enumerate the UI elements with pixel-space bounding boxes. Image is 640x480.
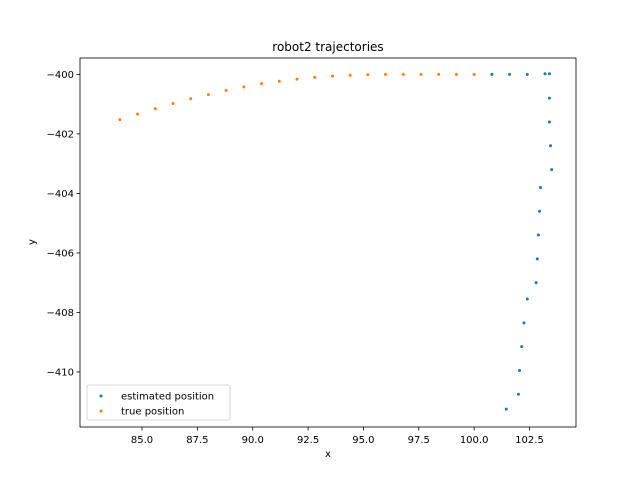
data-point-series-0 — [490, 72, 494, 76]
data-point-series-1 — [419, 72, 423, 76]
y-tick-label: −402 — [47, 129, 74, 140]
data-point-series-0 — [549, 144, 553, 148]
x-tick-label: 97.5 — [408, 435, 430, 446]
data-point-series-1 — [401, 72, 405, 76]
data-point-series-0 — [547, 120, 551, 124]
y-tick-label: −408 — [47, 308, 74, 319]
data-point-series-0 — [535, 257, 539, 261]
legend-box — [86, 384, 231, 421]
data-point-series-1 — [171, 102, 175, 106]
x-tick-label: 85.0 — [131, 435, 153, 446]
legend: estimated position true position — [86, 384, 231, 421]
data-point-series-1 — [189, 97, 193, 101]
legend-marker — [99, 409, 103, 413]
y-tick-label: −406 — [47, 248, 74, 259]
data-point-series-0 — [518, 368, 522, 372]
x-tick-label: 92.5 — [297, 435, 319, 446]
data-point-series-1 — [224, 88, 228, 92]
legend-marker — [99, 394, 103, 398]
data-point-series-1 — [313, 75, 317, 79]
y-axis: −410 −408 −406 −404 −402 −400 — [47, 70, 80, 378]
data-point-series-1 — [295, 77, 299, 81]
data-point-series-1 — [206, 93, 210, 97]
data-point-series-1 — [277, 79, 281, 83]
axes-frame — [79, 57, 577, 428]
data-point-series-1 — [330, 74, 334, 78]
data-point-series-0 — [508, 72, 512, 76]
data-point-series-1 — [242, 85, 246, 89]
data-point-series-0 — [516, 392, 520, 396]
data-point-series-1 — [118, 118, 122, 122]
data-point-series-0 — [536, 233, 540, 237]
data-point-series-1 — [437, 72, 441, 76]
x-tick-label: 102.5 — [515, 435, 544, 446]
data-point-series-0 — [550, 168, 554, 172]
data-point-series-1 — [260, 82, 264, 86]
x-axis-label: x — [325, 449, 331, 460]
data-point-series-0 — [537, 209, 541, 213]
x-tick-label: 95.0 — [352, 435, 374, 446]
x-tick-label: 87.5 — [186, 435, 208, 446]
data-point-series-1 — [472, 72, 476, 76]
y-tick-label: −410 — [47, 367, 74, 378]
y-tick-label: −404 — [47, 189, 74, 200]
data-point-series-0 — [520, 345, 524, 349]
data-point-series-0 — [543, 72, 547, 76]
y-tick-label: −400 — [47, 70, 74, 81]
data-point-series-1 — [384, 72, 388, 76]
data-point-series-1 — [348, 73, 352, 77]
chart-title: robot2 trajectories — [272, 40, 383, 54]
x-axis: 85.0 87.5 90.0 92.5 95.0 97.5 100.0 102.5 — [131, 427, 544, 446]
x-tick-label: 100.0 — [460, 435, 489, 446]
data-point-series-1 — [153, 107, 157, 111]
data-point-series-1 — [366, 73, 370, 77]
legend-label: estimated position — [121, 392, 214, 403]
data-point-series-0 — [504, 407, 508, 411]
data-point-series-1 — [454, 72, 458, 76]
data-point-series-0 — [525, 297, 529, 301]
data-point-series-0 — [522, 321, 526, 325]
data-point-series-0 — [539, 185, 543, 189]
data-point-series-0 — [547, 96, 551, 100]
data-point-series-0 — [534, 281, 538, 285]
data-point-series-0 — [525, 72, 529, 76]
x-tick-label: 90.0 — [242, 435, 264, 446]
legend-label: true position — [121, 407, 184, 418]
plot-area — [79, 57, 577, 428]
data-point-series-1 — [136, 112, 140, 116]
y-axis-label: y — [27, 239, 38, 245]
data-point-series-0 — [547, 72, 551, 76]
